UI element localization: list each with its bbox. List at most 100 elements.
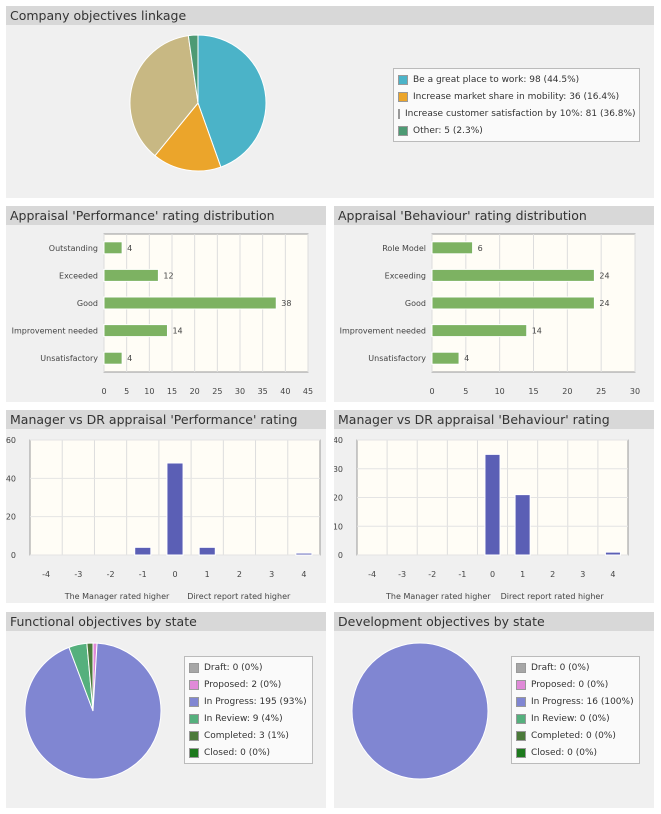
legend-item[interactable]: Proposed: 2 (0%) (189, 676, 308, 693)
data-label: 4 (127, 244, 132, 253)
bar[interactable] (295, 552, 313, 556)
functional-objectives-panel: Functional objectives by state Draft: 0 (… (6, 612, 326, 808)
category-label: Exceeding (385, 271, 426, 280)
legend-item[interactable]: Closed: 0 (0%) (189, 744, 308, 761)
chart-svg: 0 5 10 15 20 25 30 Role Model 6 Exceeding 24 Good 24… (340, 233, 640, 396)
category-label: Unsatisfactory (368, 354, 426, 363)
bar[interactable] (103, 324, 168, 338)
legend-item[interactable]: Draft: 0 (0%) (189, 659, 308, 676)
pie-slice[interactable] (197, 34, 267, 168)
bar[interactable] (103, 241, 123, 255)
x-tick-label: 40 (280, 387, 290, 396)
bar[interactable] (134, 546, 152, 556)
bar[interactable] (103, 296, 277, 310)
legend-swatch (398, 74, 408, 85)
x-axis-label-right: Direct report rated higher (187, 592, 291, 601)
bar[interactable] (484, 453, 501, 556)
legend-item[interactable]: Completed: 0 (0%) (516, 727, 635, 744)
development-objectives-panel: Development objectives by state Draft: 0 … (334, 612, 654, 808)
data-label: 12 (163, 271, 173, 280)
legend-label: In Progress: 16 (100%) (531, 696, 634, 707)
panel-title: Manager vs DR appraisal 'Performance' ra… (6, 410, 326, 429)
bar[interactable] (103, 351, 123, 365)
data-label: 4 (464, 354, 469, 363)
x-tick-label: 5 (124, 387, 129, 396)
bar[interactable] (514, 494, 531, 556)
panel-title: Manager vs DR appraisal 'Behaviour' rati… (334, 410, 654, 429)
panel-title: Appraisal 'Behaviour' rating distributio… (334, 206, 654, 225)
legend-item[interactable]: Be a great place to work: 98 (44.5%) (398, 71, 635, 88)
x-tick-label: 4 (301, 570, 306, 579)
bar[interactable] (103, 268, 159, 282)
x-tick-label: 25 (596, 387, 606, 396)
legend-label: Completed: 0 (0%) (531, 730, 616, 741)
data-label: 14 (172, 327, 182, 336)
legend-swatch (189, 696, 199, 707)
y-tick-label: 30 (334, 465, 343, 474)
x-tick-label: -3 (398, 570, 406, 579)
pie-slice[interactable] (129, 35, 199, 157)
bar[interactable] (431, 268, 595, 282)
legend-swatch (516, 713, 526, 724)
legend-item[interactable]: Draft: 0 (0%) (516, 659, 635, 676)
pie-slice[interactable] (187, 34, 199, 104)
legend-item[interactable]: Completed: 3 (1%) (189, 727, 308, 744)
legend-item[interactable]: Increase customer satisfaction by 10%: 8… (398, 105, 636, 122)
data-label: 24 (599, 271, 609, 280)
manager-vs-dr-behaviour-panel: Manager vs DR appraisal 'Behaviour' rati… (334, 410, 654, 603)
x-axis-label-left: The Manager rated higher (385, 592, 491, 601)
legend: Draft: 0 (0%) Proposed: 2 (0%) In Progress… (184, 656, 313, 764)
legend-item[interactable]: Closed: 0 (0%) (516, 744, 635, 761)
bar[interactable] (431, 296, 595, 310)
bar[interactable] (166, 462, 184, 556)
x-tick-label: 1 (520, 570, 525, 579)
x-tick-label: 45 (303, 387, 313, 396)
legend-label: Closed: 0 (0%) (531, 747, 598, 758)
legend-label: Other: 5 (2.3%) (413, 125, 483, 136)
legend-label: In Progress: 195 (93%) (204, 696, 307, 707)
x-tick-label: 4 (610, 570, 615, 579)
legend-item[interactable]: In Review: 9 (4%) (189, 710, 308, 727)
legend-swatch (189, 730, 199, 741)
pie-slice[interactable] (351, 642, 489, 780)
behaviour-distribution-panel: Appraisal 'Behaviour' rating distributio… (334, 206, 654, 402)
chart-svg: 0 20 40 60 -4 -3 -2 -1 0 1 2 3 4 The Manager rated hi… (6, 436, 321, 601)
legend-label: Draft: 0 (0%) (531, 662, 590, 673)
pie-slice[interactable] (86, 642, 94, 712)
x-tick-label: 20 (562, 387, 572, 396)
pie-slice[interactable] (154, 101, 222, 172)
legend-item[interactable]: Proposed: 0 (0%) (516, 676, 635, 693)
x-tick-label: -1 (458, 570, 466, 579)
company-objectives-panel: Company objectives linkage Be a great pla… (6, 6, 654, 198)
bar[interactable] (198, 546, 216, 556)
legend-item[interactable]: In Review: 0 (0%) (516, 710, 635, 727)
chart-svg: 0 10 20 30 40 -4 -3 -2 -1 0 1 2 3 4 The Manager rated … (334, 436, 629, 601)
legend-item[interactable]: Other: 5 (2.3%) (398, 122, 635, 139)
category-label: Outstanding (49, 244, 98, 253)
legend-label: Draft: 0 (0%) (204, 662, 263, 673)
legend-label: Increase market share in mobility: 36 (1… (413, 91, 620, 102)
legend-item[interactable]: In Progress: 195 (93%) (189, 693, 308, 710)
y-tick-label: 20 (6, 513, 16, 522)
legend-swatch (189, 747, 199, 758)
y-tick-label: 0 (11, 551, 16, 560)
legend-item[interactable]: Increase market share in mobility: 36 (1… (398, 88, 635, 105)
legend-label: Closed: 0 (0%) (204, 747, 271, 758)
category-label: Good (405, 299, 426, 308)
bar[interactable] (431, 324, 528, 338)
legend-item[interactable]: In Progress: 16 (100%) (516, 693, 635, 710)
x-tick-label: 10 (495, 387, 505, 396)
x-tick-label: -2 (107, 570, 115, 579)
legend-swatch (189, 679, 199, 690)
legend-swatch (516, 679, 526, 690)
bar[interactable] (604, 551, 621, 556)
bar[interactable] (431, 351, 460, 365)
legend-label: Proposed: 0 (0%) (531, 679, 609, 690)
y-tick-label: 60 (6, 436, 16, 445)
y-tick-label: 10 (334, 522, 343, 531)
chart-svg: 0 5 10 15 20 25 30 35 40 45 Outstanding 4 Exceeded 12… (12, 233, 313, 396)
category-label: Improvement needed (12, 327, 98, 336)
bar[interactable] (431, 241, 474, 255)
category-label: Unsatisfactory (40, 354, 98, 363)
legend-swatch (189, 713, 199, 724)
